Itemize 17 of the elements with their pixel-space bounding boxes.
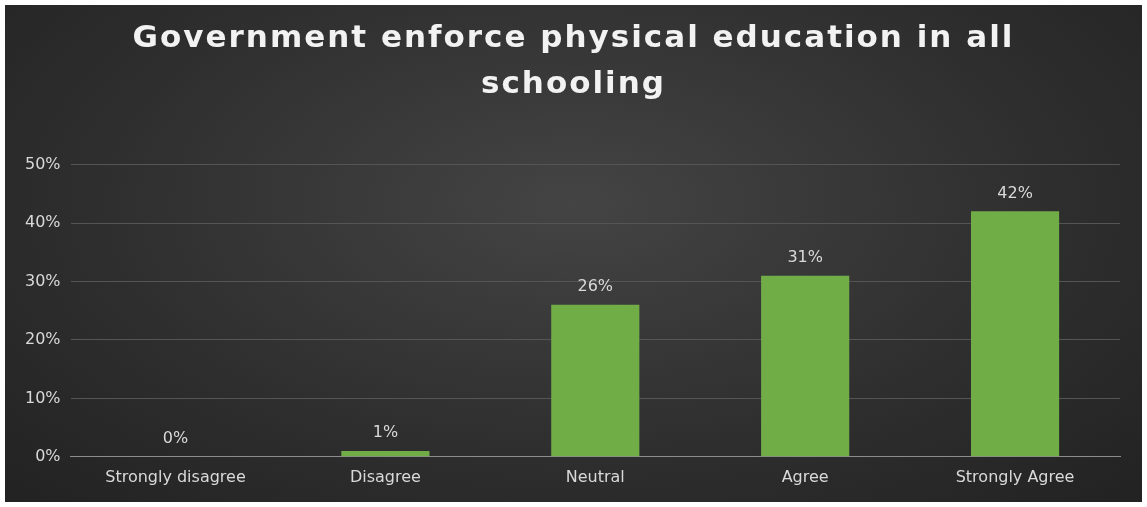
chart-title: Government enforce physical education in all schooling bbox=[131, 17, 1016, 102]
data-label: 42% bbox=[997, 182, 1033, 202]
y-tick-label: 30% bbox=[25, 270, 61, 290]
data-label: 31% bbox=[787, 246, 823, 266]
data-label: 26% bbox=[577, 276, 614, 296]
y-tick-label: 0% bbox=[35, 445, 61, 465]
x-tick-label: Disagree bbox=[349, 466, 421, 486]
y-tick-label: 10% bbox=[25, 387, 61, 407]
x-tick-label: Strongly disagree bbox=[105, 466, 246, 486]
y-tick-label: 40% bbox=[25, 212, 61, 232]
y-tick-label: 50% bbox=[25, 153, 61, 173]
x-tick-label: Neutral bbox=[565, 466, 625, 486]
x-tick-label: Agree bbox=[781, 466, 829, 486]
y-tick-label: 20% bbox=[25, 329, 61, 349]
data-label: 1% bbox=[372, 422, 399, 442]
data-label: 0% bbox=[162, 427, 189, 447]
x-tick-label: Strongly Agree bbox=[955, 466, 1075, 486]
